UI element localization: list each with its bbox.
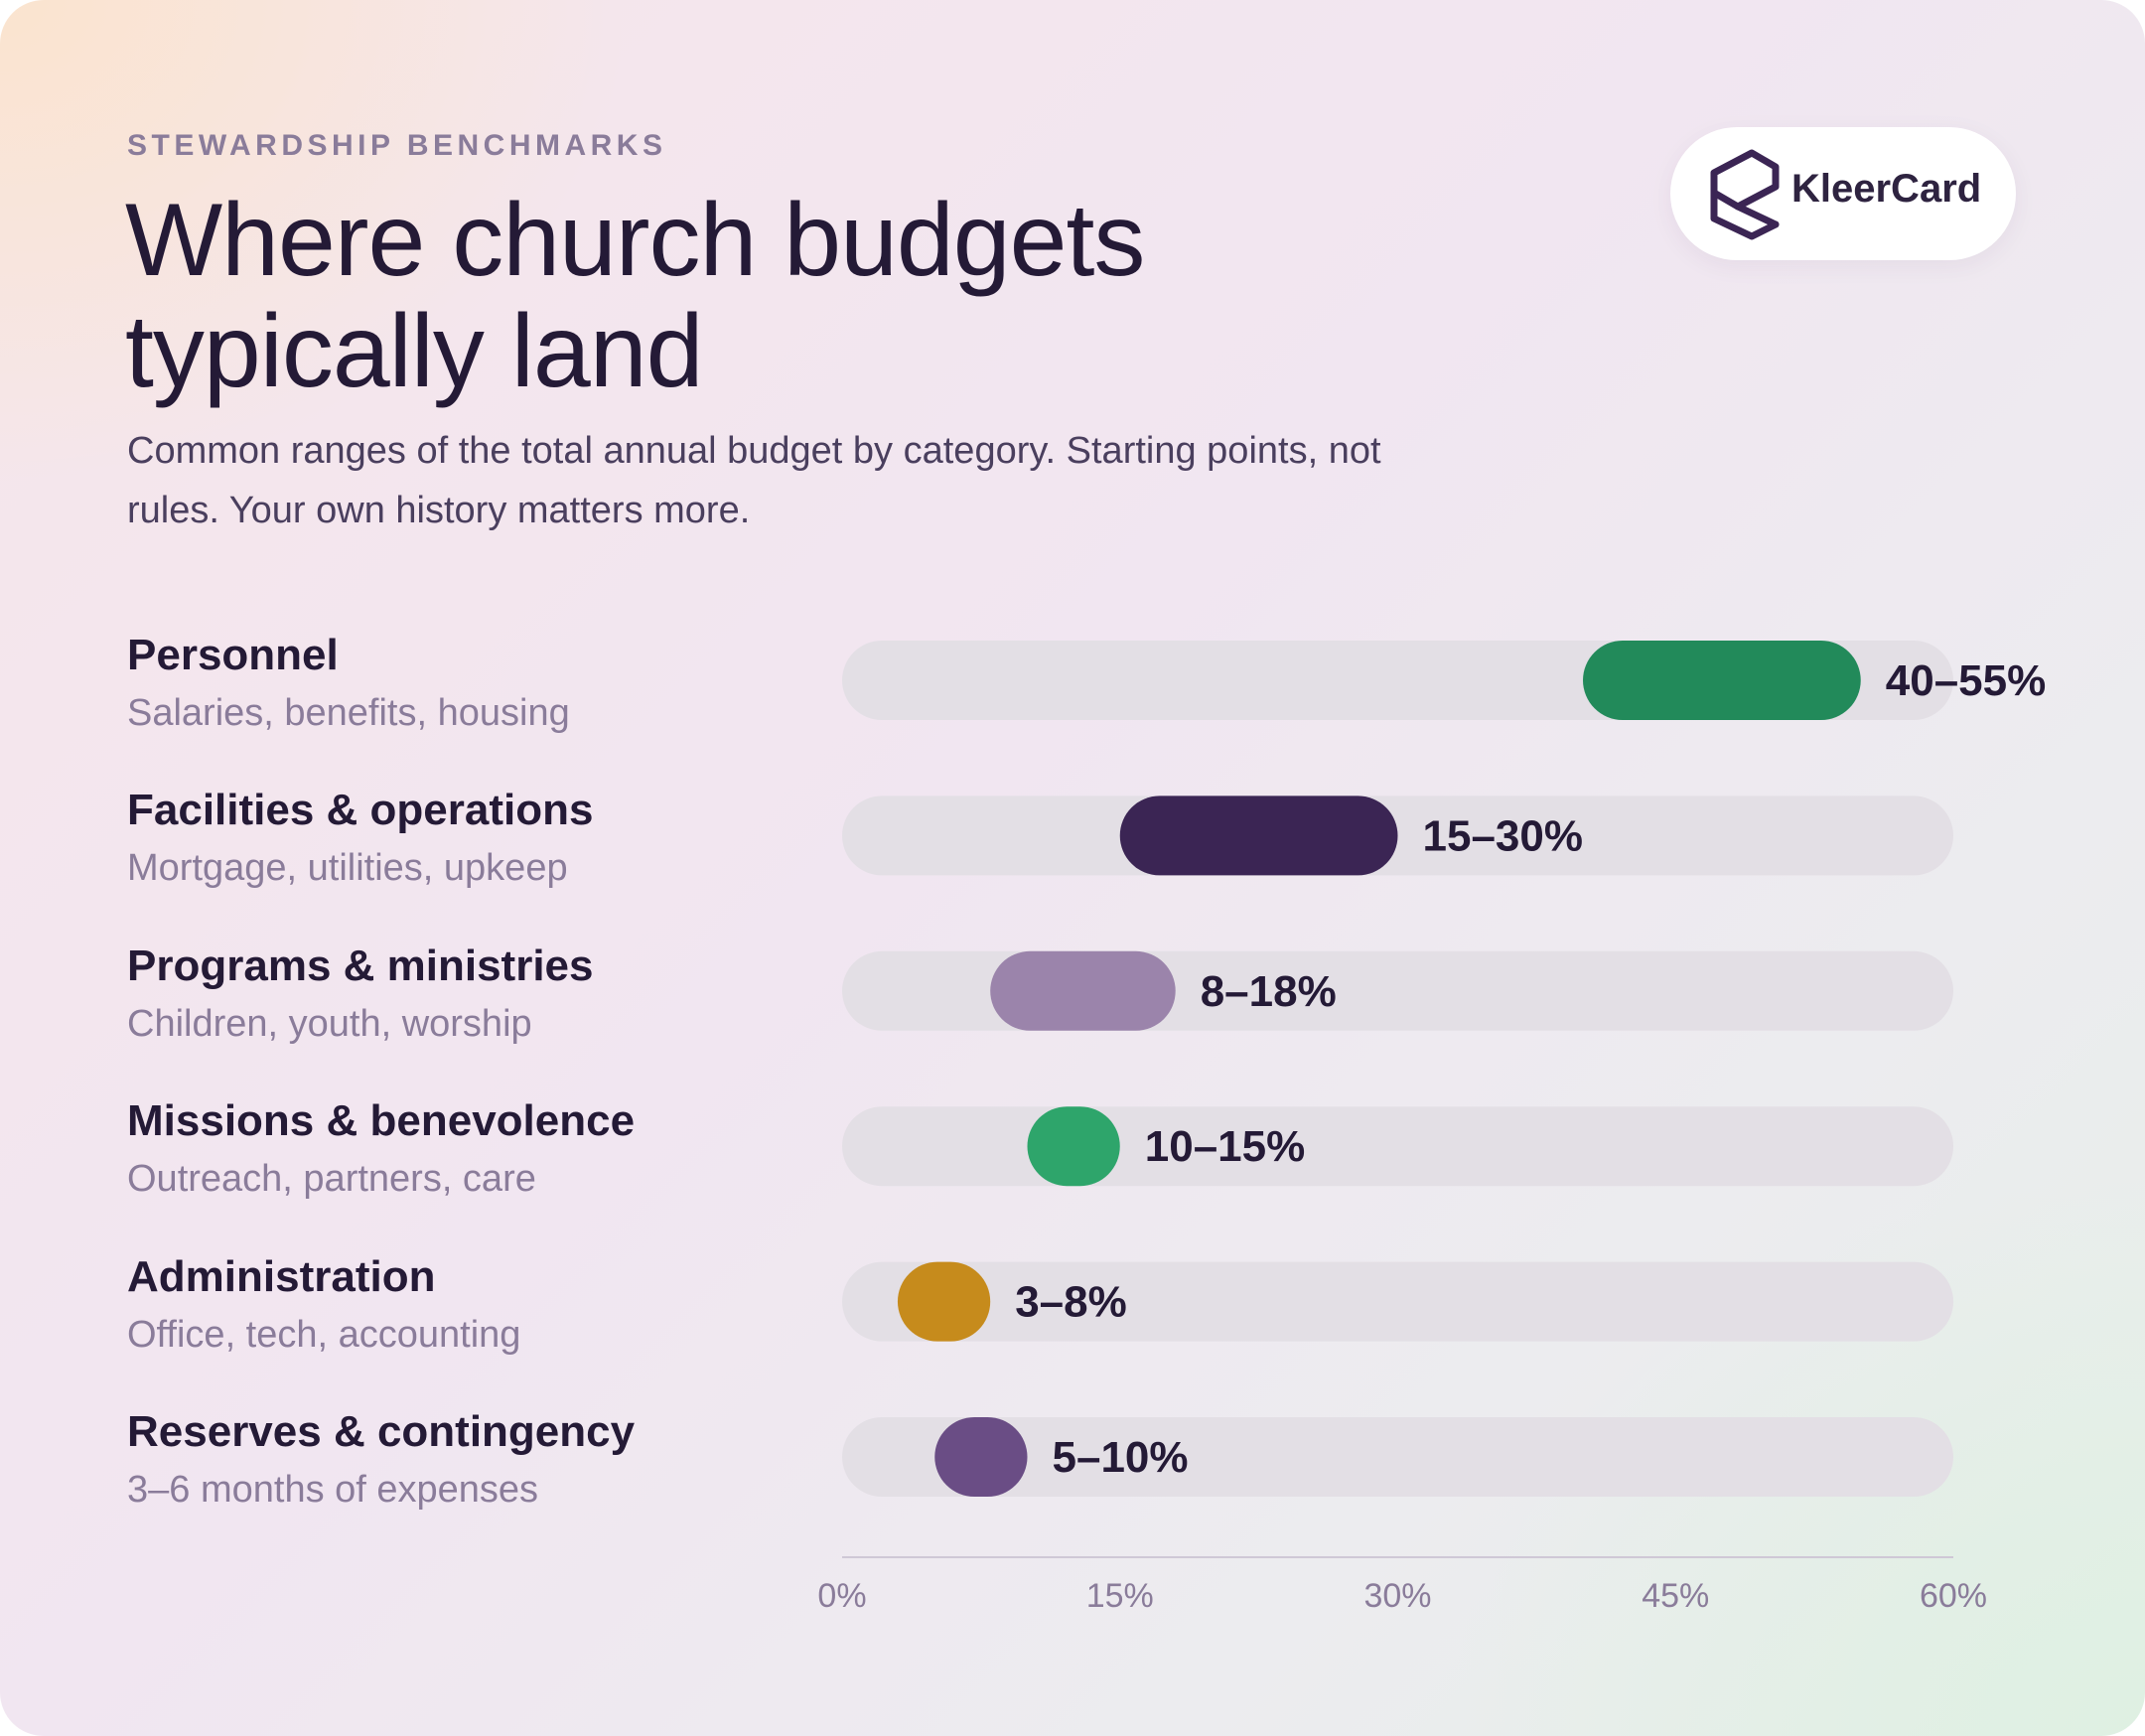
category-label: Missions & benevolence bbox=[127, 1096, 636, 1146]
subtitle-line-2: rules. Your own history matters more. bbox=[127, 490, 751, 531]
category-label: Programs & ministries bbox=[127, 940, 594, 990]
x-tick-label: 15% bbox=[1086, 1577, 1154, 1615]
x-tick-label: 0% bbox=[817, 1577, 866, 1615]
category-sublabel: Outreach, partners, care bbox=[127, 1158, 536, 1201]
bar-track bbox=[842, 1417, 1953, 1497]
range-bar bbox=[1583, 641, 1861, 720]
bar-track bbox=[842, 1106, 1953, 1187]
range-bar bbox=[990, 950, 1176, 1031]
category-sublabel: Children, youth, worship bbox=[127, 1002, 532, 1045]
title-line-2: typically land bbox=[125, 294, 703, 409]
bar-value-label: 3–8% bbox=[1015, 1278, 1127, 1327]
page-title: Where church budgets typically land bbox=[125, 185, 1416, 407]
title-line-1: Where church budgets bbox=[125, 183, 1145, 298]
bar-value-label: 15–30% bbox=[1423, 811, 1583, 860]
eyebrow-label: STEWARDSHIP BENCHMARKS bbox=[127, 129, 667, 162]
category-label: Reserves & contingency bbox=[127, 1407, 636, 1456]
category-label: Personnel bbox=[127, 631, 339, 679]
x-tick-label: 45% bbox=[1642, 1577, 1709, 1615]
category-label: Administration bbox=[127, 1251, 436, 1301]
range-bar bbox=[1119, 796, 1398, 876]
range-bar bbox=[934, 1417, 1028, 1497]
x-tick-label: 30% bbox=[1363, 1577, 1431, 1615]
page-subtitle: Common ranges of the total annual budget… bbox=[127, 421, 1537, 540]
subtitle-line-1: Common ranges of the total annual budget… bbox=[127, 430, 1381, 472]
brand-name: KleerCard bbox=[1791, 167, 1982, 211]
category-label: Facilities & operations bbox=[127, 786, 594, 835]
bar-track bbox=[842, 1261, 1953, 1342]
bar-value-label: 8–18% bbox=[1201, 967, 1337, 1016]
category-sublabel: Office, tech, accounting bbox=[127, 1313, 521, 1356]
category-sublabel: Salaries, benefits, housing bbox=[127, 692, 570, 734]
brand-logo: KleerCard bbox=[1670, 127, 2016, 260]
category-sublabel: Mortgage, utilities, upkeep bbox=[127, 847, 568, 890]
range-bar bbox=[1027, 1106, 1120, 1187]
range-bar bbox=[897, 1261, 991, 1342]
bar-value-label: 40–55% bbox=[1886, 656, 2046, 705]
kleercard-logo-icon bbox=[1710, 149, 1780, 240]
category-sublabel: 3–6 months of expenses bbox=[127, 1469, 539, 1511]
bar-value-label: 10–15% bbox=[1145, 1122, 1305, 1171]
bar-value-label: 5–10% bbox=[1053, 1433, 1189, 1482]
x-tick-label: 60% bbox=[1920, 1577, 1987, 1615]
